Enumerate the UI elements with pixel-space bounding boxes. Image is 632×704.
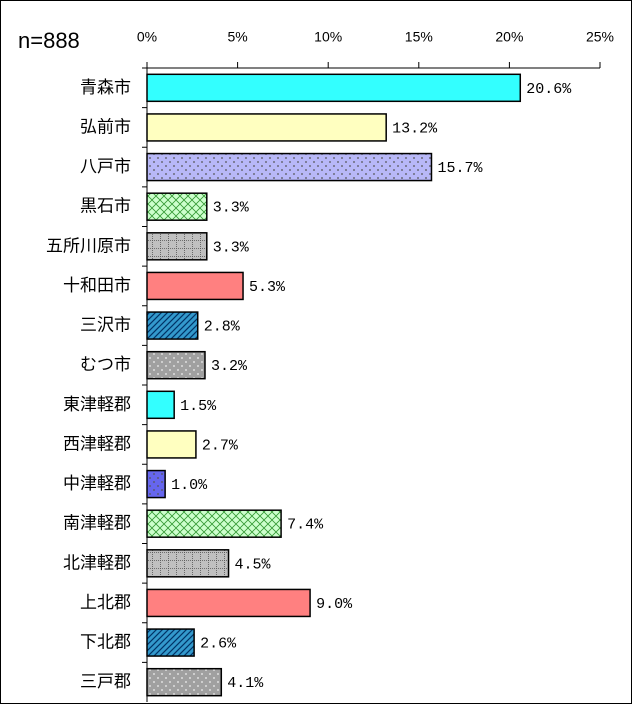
bar [146, 588, 311, 618]
value-label: 3.2% [211, 358, 248, 375]
category-label: 中津軽郡 [63, 474, 131, 494]
category-label: 下北郡 [80, 633, 131, 653]
value-label: 4.1% [227, 675, 264, 692]
value-label: 2.8% [204, 319, 241, 336]
category-label: 青森市 [80, 78, 131, 98]
value-label: 1.0% [171, 477, 208, 494]
value-label: 3.3% [213, 200, 250, 217]
bar [146, 73, 522, 103]
category-label: むつ市 [80, 355, 131, 375]
category-label: 南津軽郡 [63, 514, 131, 534]
bar [146, 390, 175, 420]
category-label: 五所川原市 [46, 236, 131, 256]
category-label: 十和田市 [63, 276, 131, 296]
category-label: 西津軽郡 [63, 434, 131, 454]
x-tick-label: 15% [405, 29, 433, 45]
x-tick-label: 0% [137, 29, 157, 45]
value-label: 5.3% [249, 279, 286, 296]
x-tick-label: 5% [227, 29, 247, 45]
category-label: 黒石市 [80, 197, 131, 217]
category-label: 三戸郡 [80, 672, 131, 692]
x-tick-label: 25% [586, 29, 614, 45]
bar [146, 152, 433, 182]
bar [146, 509, 282, 538]
bar [146, 271, 244, 301]
value-label: 15.7% [437, 160, 483, 177]
bar [146, 192, 208, 221]
category-label: 八戸市 [80, 157, 131, 177]
value-label: 20.6% [526, 81, 572, 98]
value-label: 4.5% [235, 556, 272, 573]
bar [146, 350, 206, 380]
value-label: 3.3% [213, 239, 250, 256]
sample-size: n=888 [18, 28, 80, 53]
value-label: 9.0% [316, 596, 353, 613]
category-label: 弘前市 [80, 117, 131, 137]
x-tick-label: 10% [314, 29, 342, 45]
bar [146, 549, 230, 578]
value-label: 1.5% [180, 398, 217, 415]
value-label: 2.7% [202, 437, 239, 454]
category-label: 上北郡 [80, 593, 131, 613]
category-label: 北津軽郡 [63, 553, 131, 573]
bar [146, 113, 387, 142]
value-label: 13.2% [392, 120, 438, 137]
bar [146, 430, 197, 459]
bar [146, 667, 223, 697]
value-label: 2.6% [200, 636, 237, 653]
category-label: 三沢市 [80, 316, 131, 336]
bar [146, 628, 195, 657]
category-label: 東津軽郡 [63, 395, 131, 415]
bar [146, 469, 166, 499]
value-label: 7.4% [287, 517, 324, 534]
bar [146, 232, 208, 261]
x-tick-label: 20% [495, 29, 523, 45]
bar [146, 311, 199, 340]
